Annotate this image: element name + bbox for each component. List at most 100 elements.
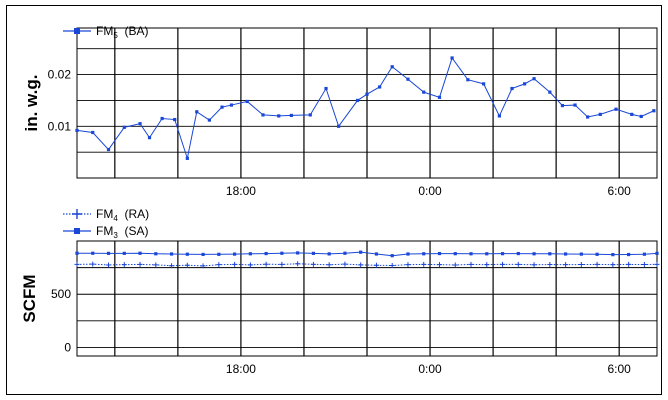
- panel2-series1-point: [247, 262, 253, 268]
- panel2-series2-point: [500, 252, 505, 256]
- panel2-ylabel: SCFM: [20, 274, 39, 322]
- panel1-ytick-label: 0.02: [48, 68, 72, 82]
- panel2-series2-point: [138, 251, 142, 255]
- panel2-xtick-label: 6:00: [607, 362, 631, 376]
- panel1-series1-point: [220, 105, 224, 109]
- panel2-series1-point: [594, 261, 600, 267]
- panel2-series2-point: [122, 251, 126, 255]
- panel1-series1-point: [122, 125, 126, 129]
- panel2-series1-point: [216, 262, 222, 268]
- panel2-series1-point: [578, 262, 584, 268]
- panel2-series-line-1: [76, 263, 658, 267]
- panel2-series2-point: [343, 251, 347, 255]
- panel1-series1-point: [437, 95, 442, 99]
- panel2-series1-point: [310, 261, 316, 267]
- panel2-legend-label: FM3 (SA): [96, 224, 148, 240]
- panel1-series1-point: [324, 86, 328, 91]
- panel1-xtick-label: 6:00: [607, 184, 631, 198]
- panel2-series2-point: [154, 252, 158, 256]
- panel2-series2-point: [548, 252, 552, 256]
- panel2-series1-point: [641, 262, 647, 268]
- panel2-series2-point: [485, 252, 489, 256]
- panel2-series1-point: [389, 262, 395, 268]
- panel2-series1-point: [563, 262, 569, 268]
- panel2-series1-point: [342, 261, 348, 267]
- panel2-series1-point: [106, 262, 112, 268]
- panel1-series1-point: [378, 85, 382, 89]
- panel2-series1-point: [484, 262, 490, 268]
- panel2-series1-point: [169, 263, 175, 269]
- panel2-series2-point: [390, 254, 394, 258]
- panel1-series1-point: [261, 113, 265, 117]
- panel1-legend-label: FM5 (BA): [96, 24, 148, 40]
- panel1-series1-point: [75, 128, 79, 133]
- panel2-series2-point: [169, 252, 174, 256]
- chart-figure: 0.01 0.02 18:00 0:00 6:00 in. w.g. FM5 (BA) 0 50…: [6, 5, 662, 395]
- panel1-series1-point: [308, 113, 312, 117]
- panel2-series1-point: [121, 262, 127, 268]
- panel2-xtick-label: 0:00: [418, 362, 442, 376]
- panel2-series1-point: [654, 261, 660, 267]
- panel2-series2-point: [296, 251, 300, 255]
- panel1-series1-point: [91, 130, 95, 135]
- panel1-series1-point: [106, 147, 111, 152]
- panel1-series1-point: [390, 65, 394, 69]
- chart-canvas: 0.01 0.02 18:00 0:00 6:00 in. w.g. FM5 (BA) 0 50…: [20, 24, 660, 376]
- panel2-ytick-label: 500: [51, 287, 71, 301]
- panel2-series2-point: [248, 252, 252, 256]
- panel2-series2-point: [311, 251, 316, 255]
- panel2-series2-point: [563, 252, 568, 256]
- panel1-xtick-label: 0:00: [418, 184, 442, 198]
- panel1-series1-point: [450, 56, 454, 60]
- panel2-series2-point: [579, 252, 583, 256]
- panel2-series2-point: [469, 252, 473, 256]
- panel2-series2-point: [217, 252, 221, 256]
- panel1-series1-point: [422, 90, 426, 94]
- panel2-series2-point: [374, 252, 379, 256]
- panel1-series1-point: [598, 112, 602, 116]
- panel1-series1-point: [497, 114, 501, 118]
- panel2-series-line-2: [77, 251, 658, 257]
- panel1-series1-point: [337, 124, 341, 128]
- panel2-series2-point: [91, 251, 95, 255]
- panel1-series1-point: [355, 98, 360, 103]
- panel2-ytick-label: 0: [64, 340, 71, 354]
- panel1-series1-point: [185, 156, 189, 160]
- panel2-xtick-label: 18:00: [226, 362, 256, 376]
- panel1-series1-point: [532, 77, 536, 81]
- panel1-series1-point: [482, 82, 486, 86]
- panel2-legend-marker: [72, 209, 82, 219]
- panel2-series1-point: [295, 261, 301, 267]
- panel2-series2-point: [106, 251, 111, 255]
- panel1-ytick-label: 0.01: [48, 119, 72, 133]
- panel1-series1-point: [630, 112, 634, 116]
- panel2-series1-point: [90, 261, 96, 267]
- panel2-series2-point: [516, 251, 520, 256]
- panel1-series1-point: [160, 116, 164, 121]
- panel2-series1-point: [153, 262, 159, 268]
- panel2-series2-point: [75, 251, 79, 255]
- panel2-series2-point: [422, 252, 426, 256]
- panel1-series1-point: [586, 115, 590, 119]
- panel2-series2-point: [327, 252, 331, 256]
- panel2-series2-point: [532, 252, 536, 256]
- panel1-legend-marker: [74, 28, 80, 34]
- panel1-xtick-label: 18:00: [226, 184, 256, 198]
- panel2-series1-point: [515, 261, 521, 267]
- panel2-series1-point: [610, 262, 616, 268]
- panel2-series2-point: [201, 252, 205, 257]
- panel2-series1-point: [263, 261, 269, 267]
- panel1-ylabel: in. w.g.: [22, 75, 41, 132]
- panel1-plot-frame: [76, 27, 658, 179]
- panel1-series1-point: [548, 90, 552, 94]
- panel1-series1-point: [147, 136, 152, 140]
- panel2-series1-point: [373, 262, 379, 268]
- panel2-series2-point: [359, 250, 363, 254]
- panel2-series1-point: [421, 261, 427, 267]
- panel2-series2-point: [280, 251, 284, 255]
- panel2-legend-label: FM4 (RA): [96, 207, 149, 223]
- panel1-series1-point: [365, 92, 369, 96]
- panel2-series2-point: [595, 252, 599, 256]
- panel1-series1-point: [289, 113, 293, 118]
- panel1-series1-point: [207, 118, 211, 122]
